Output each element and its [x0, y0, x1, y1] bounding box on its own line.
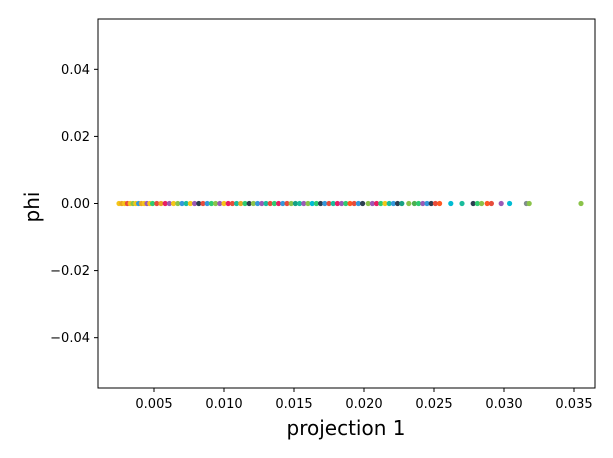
- x-axis-title: projection 1: [287, 416, 406, 440]
- data-point: [488, 200, 494, 207]
- data-point: [318, 200, 324, 207]
- data-point: [208, 200, 214, 207]
- data-point: [238, 200, 244, 207]
- data-point: [395, 200, 401, 207]
- x-axis-ticks: 0.005 0.010 0.015 0.020 0.025 0.030 0.035: [135, 388, 593, 412]
- data-point: [416, 200, 422, 207]
- data-point: [162, 200, 168, 207]
- y-tick-label: 0.02: [61, 130, 90, 145]
- data-point: [432, 200, 438, 207]
- data-point: [305, 200, 311, 207]
- data-point: [255, 200, 261, 207]
- data-point: [437, 200, 443, 207]
- data-point: [470, 200, 476, 207]
- x-tick-label: 0.015: [275, 397, 312, 412]
- x-tick-label: 0.030: [485, 397, 522, 412]
- data-point: [360, 200, 366, 207]
- data-point: [351, 200, 357, 207]
- data-point: [297, 200, 303, 207]
- data-point: [183, 200, 189, 207]
- data-point: [225, 200, 231, 207]
- data-point: [246, 200, 252, 207]
- data-point: [192, 200, 198, 207]
- data-point: [200, 200, 206, 207]
- data-point: [322, 200, 328, 207]
- data-point: [175, 200, 181, 207]
- data-point: [420, 200, 426, 207]
- data-point: [339, 200, 345, 207]
- data-point: [459, 200, 465, 207]
- data-point: [250, 200, 256, 207]
- data-point: [369, 200, 375, 207]
- data-point: [263, 200, 269, 207]
- data-point: [171, 200, 177, 207]
- x-tick-label: 0.025: [415, 397, 452, 412]
- data-point: [301, 200, 307, 207]
- data-point: [271, 200, 277, 207]
- data-point: [154, 200, 160, 207]
- data-point: [334, 200, 340, 207]
- data-point: [578, 200, 584, 207]
- data-point: [288, 200, 294, 207]
- data-point: [276, 200, 282, 207]
- data-point: [399, 200, 405, 207]
- data-point: [507, 200, 513, 207]
- data-point: [229, 200, 235, 207]
- data-point: [411, 200, 417, 207]
- data-point: [309, 200, 315, 207]
- data-point: [187, 200, 193, 207]
- data-point: [406, 200, 412, 207]
- data-point: [259, 200, 265, 207]
- data-point: [267, 200, 273, 207]
- data-point: [448, 200, 454, 207]
- y-tick-label: 0.00: [61, 197, 90, 212]
- x-tick-label: 0.035: [555, 397, 592, 412]
- data-point: [382, 200, 388, 207]
- data-point: [378, 200, 384, 207]
- data-point: [158, 200, 164, 207]
- data-point: [365, 200, 371, 207]
- data-point: [330, 200, 336, 207]
- data-point: [390, 200, 396, 207]
- data-point: [313, 200, 319, 207]
- data-points: [116, 200, 584, 207]
- data-point: [213, 200, 219, 207]
- data-point: [428, 200, 434, 207]
- x-tick-label: 0.005: [135, 397, 172, 412]
- data-point: [217, 200, 223, 207]
- y-axis-ticks: 0.04 0.02 0.00 −0.02 −0.04: [50, 63, 98, 346]
- x-tick-label: 0.020: [345, 397, 382, 412]
- data-point: [204, 200, 210, 207]
- data-point: [355, 200, 361, 207]
- y-tick-label: −0.02: [50, 264, 90, 279]
- data-point: [179, 200, 185, 207]
- data-point: [292, 200, 298, 207]
- data-point: [166, 200, 172, 207]
- data-point: [326, 200, 332, 207]
- y-tick-label: 0.04: [61, 63, 90, 78]
- data-point: [347, 200, 353, 207]
- y-tick-label: −0.04: [50, 331, 90, 346]
- data-point: [343, 200, 349, 207]
- data-point: [234, 200, 240, 207]
- x-tick-label: 0.010: [205, 397, 242, 412]
- data-point: [526, 200, 532, 207]
- data-point: [374, 200, 380, 207]
- data-point: [221, 200, 227, 207]
- data-point: [284, 200, 290, 207]
- y-axis-title: phi: [20, 192, 44, 223]
- data-point: [484, 200, 490, 207]
- data-point: [280, 200, 286, 207]
- data-point: [479, 200, 485, 207]
- data-point: [424, 200, 430, 207]
- data-point: [150, 200, 156, 207]
- data-point: [386, 200, 392, 207]
- data-point: [196, 200, 202, 207]
- data-point: [474, 200, 480, 207]
- data-point: [498, 200, 504, 207]
- data-point: [242, 200, 248, 207]
